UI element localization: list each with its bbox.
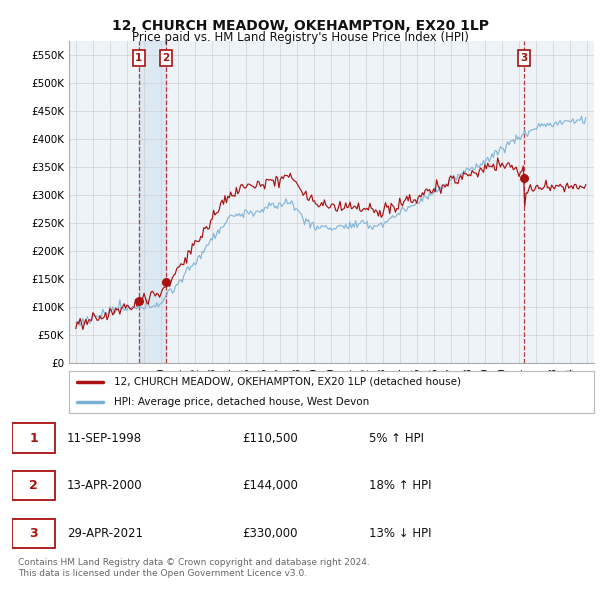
Text: 12, CHURCH MEADOW, OKEHAMPTON, EX20 1LP (detached house): 12, CHURCH MEADOW, OKEHAMPTON, EX20 1LP …	[113, 376, 461, 386]
Text: HPI: Average price, detached house, West Devon: HPI: Average price, detached house, West…	[113, 397, 369, 407]
Text: 11-SEP-1998: 11-SEP-1998	[67, 431, 142, 445]
Text: Contains HM Land Registry data © Crown copyright and database right 2024.
This d: Contains HM Land Registry data © Crown c…	[18, 558, 370, 578]
FancyBboxPatch shape	[12, 519, 55, 548]
Text: 2: 2	[29, 479, 38, 493]
FancyBboxPatch shape	[12, 471, 55, 500]
Text: £144,000: £144,000	[242, 479, 298, 493]
Text: 13-APR-2000: 13-APR-2000	[67, 479, 142, 493]
Text: 3: 3	[520, 53, 528, 63]
Text: Price paid vs. HM Land Registry's House Price Index (HPI): Price paid vs. HM Land Registry's House …	[131, 31, 469, 44]
Text: 1: 1	[135, 53, 143, 63]
Text: 1: 1	[29, 431, 38, 445]
Bar	[139, 41, 166, 363]
FancyBboxPatch shape	[12, 424, 55, 453]
Text: 13% ↓ HPI: 13% ↓ HPI	[369, 527, 431, 540]
Text: 2: 2	[163, 53, 170, 63]
Text: £330,000: £330,000	[242, 527, 298, 540]
Text: 29-APR-2021: 29-APR-2021	[67, 527, 143, 540]
Text: 5% ↑ HPI: 5% ↑ HPI	[369, 431, 424, 445]
Text: £110,500: £110,500	[242, 431, 298, 445]
Text: 18% ↑ HPI: 18% ↑ HPI	[369, 479, 431, 493]
Text: 12, CHURCH MEADOW, OKEHAMPTON, EX20 1LP: 12, CHURCH MEADOW, OKEHAMPTON, EX20 1LP	[112, 19, 488, 33]
Text: 3: 3	[29, 527, 38, 540]
